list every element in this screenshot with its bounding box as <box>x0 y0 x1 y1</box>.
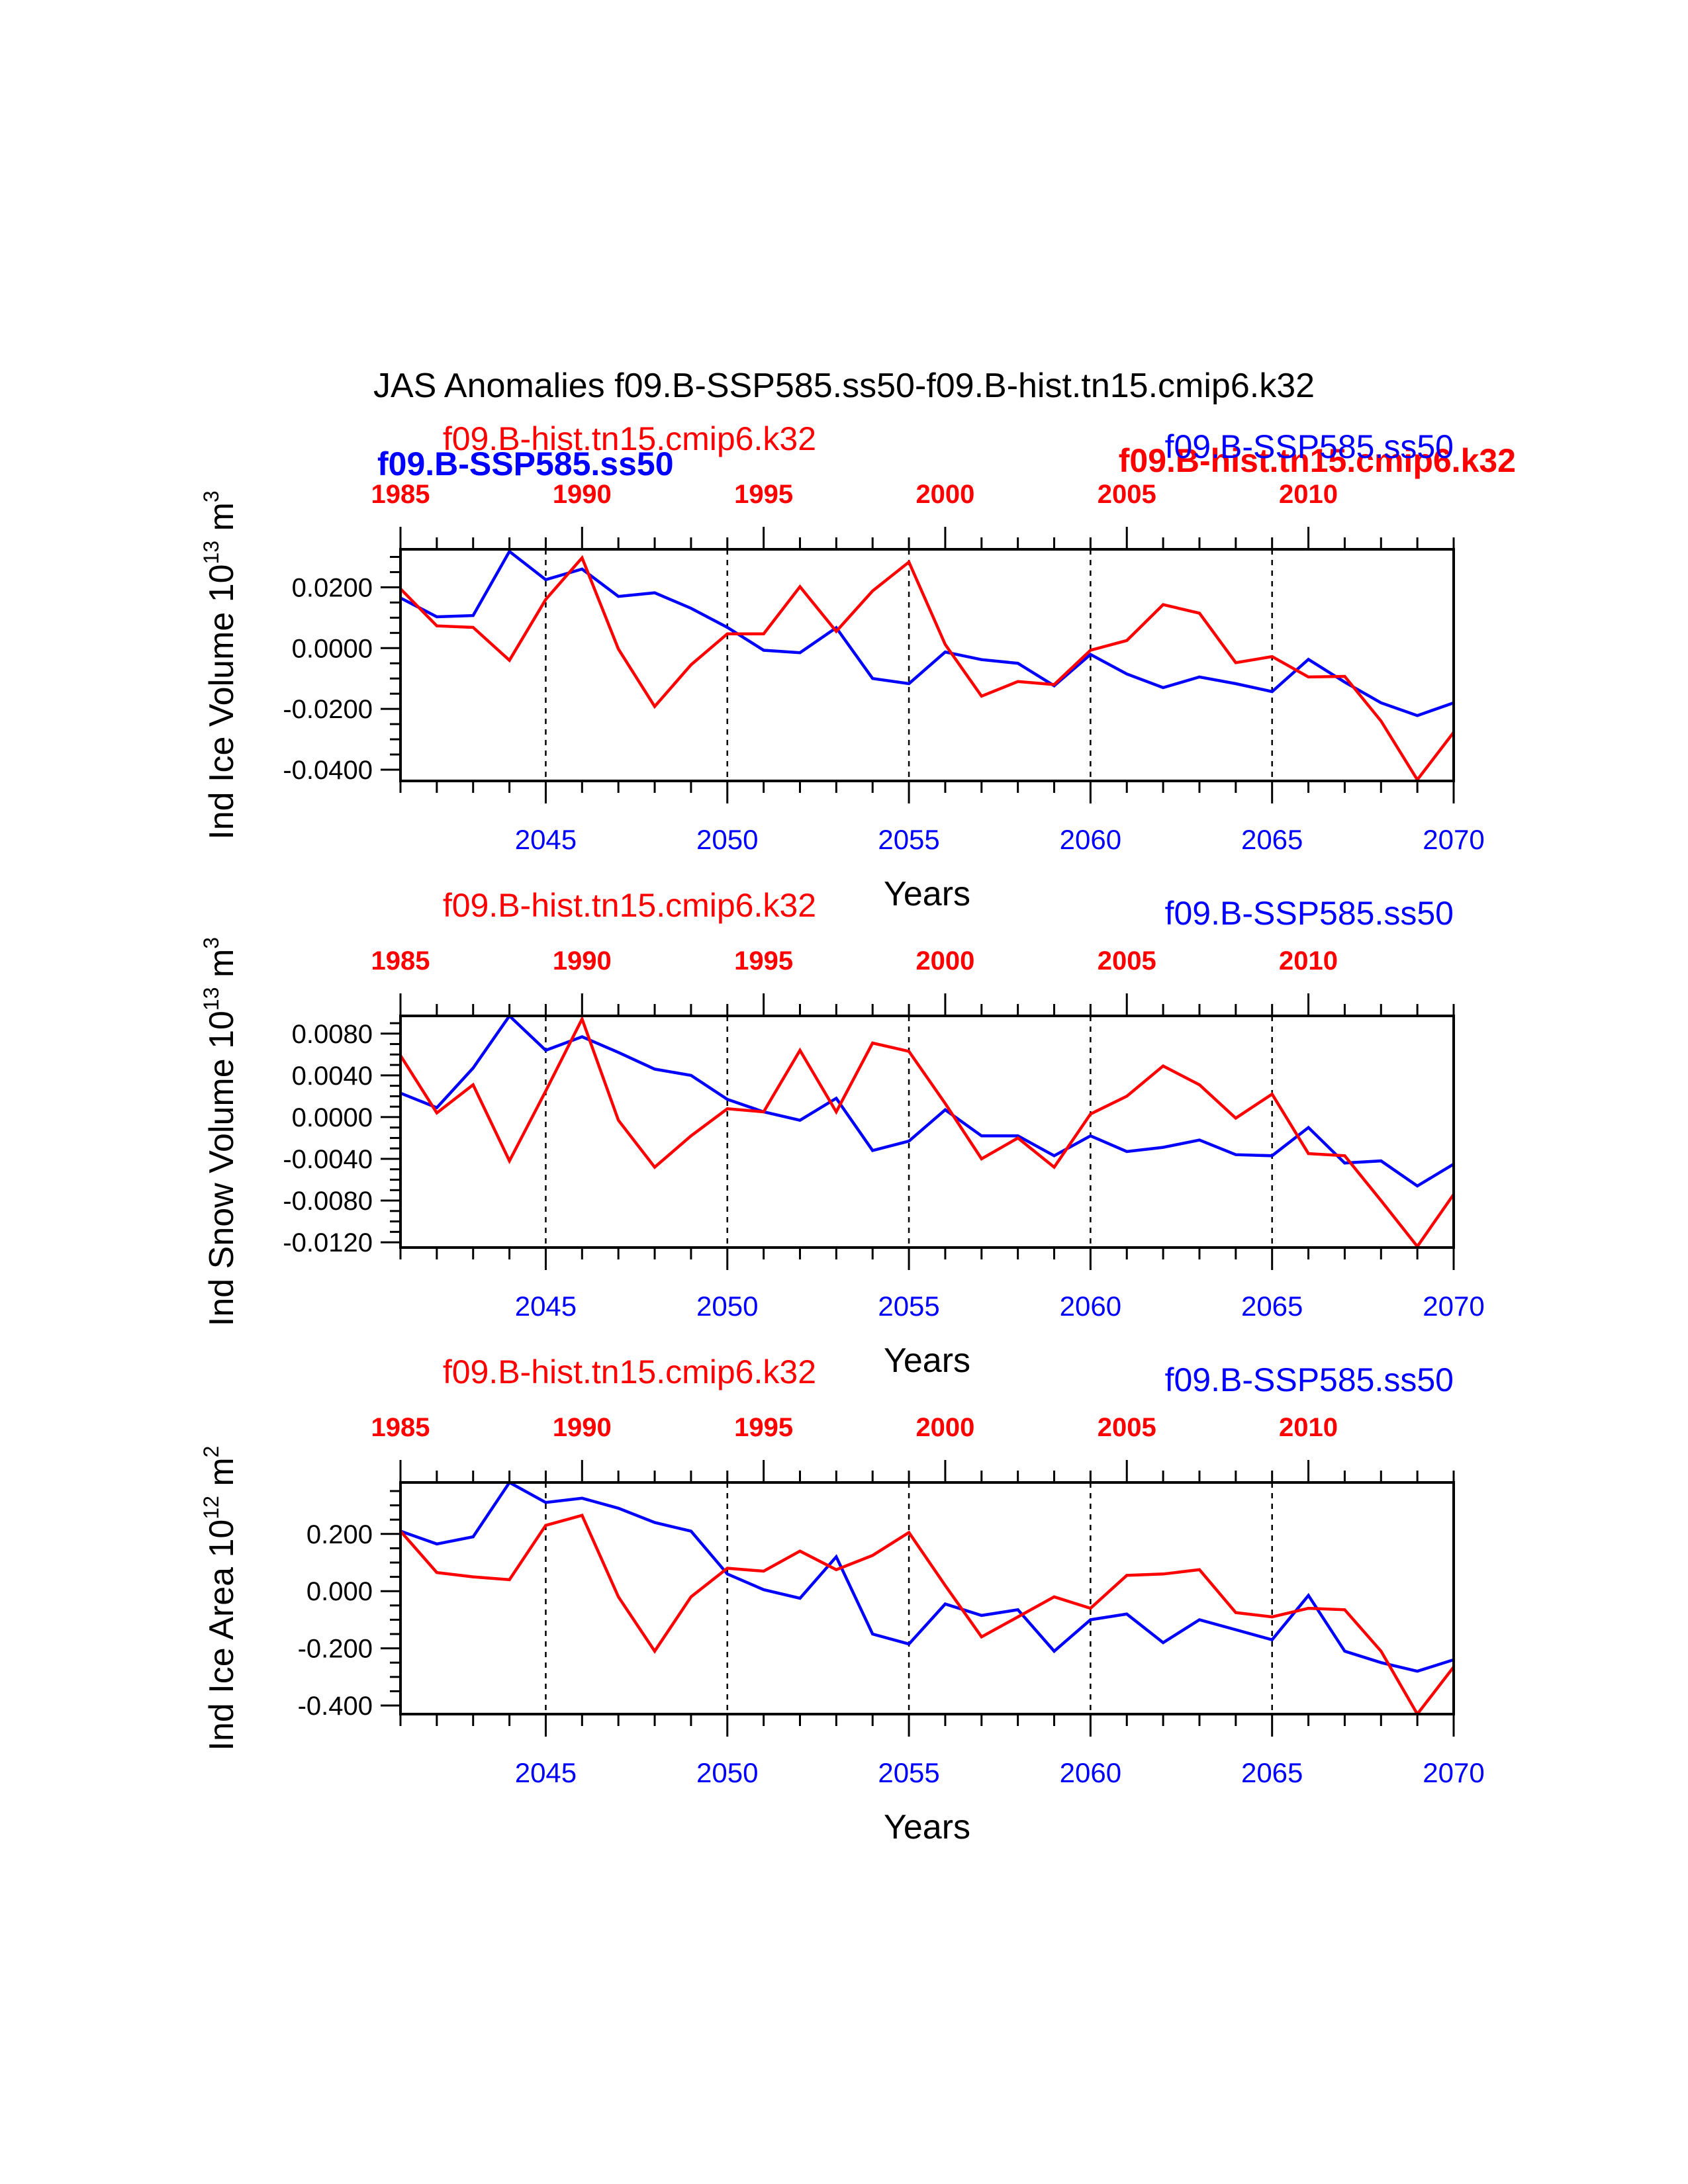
x-tick-label-bottom: 2050 <box>696 824 758 855</box>
y-tick-label: 0.0000 <box>292 634 373 663</box>
y-tick-label: 0.0080 <box>292 1020 373 1049</box>
plot-frame <box>399 548 1455 782</box>
x-tick-label-bottom: 2070 <box>1423 1757 1484 1788</box>
y-tick-label: 0.0200 <box>292 573 373 602</box>
y-axis-title-exponent: 12 <box>199 1496 223 1520</box>
figure-title: JAS Anomalies f09.B-SSP585.ss50-f09.B-hi… <box>373 367 1315 405</box>
series-line-hist <box>399 555 1455 783</box>
x-tick-label-bottom: 2060 <box>1060 1291 1121 1322</box>
x-tick-label-top: 2000 <box>915 480 974 509</box>
panel-3: 2045 2050 2055 2060 2065 2070 Years 1985 1990 199… <box>199 1353 1485 1846</box>
x-tick-label-bottom: 2070 <box>1423 824 1484 855</box>
x-tick-label-top: 1985 <box>371 1413 430 1442</box>
x-tick-label-bottom: 2050 <box>696 1291 758 1322</box>
x-tick-label-top: 1990 <box>553 1413 612 1442</box>
x-tick-label-bottom: 2050 <box>696 1757 758 1788</box>
x-tick-label-bottom: 2060 <box>1060 1757 1121 1788</box>
y-axis-title: Ind Ice Area 1012 m2 <box>199 1446 241 1751</box>
x-tick-label-bottom: 2045 <box>515 824 577 855</box>
plot-frame <box>399 1481 1455 1715</box>
x-tick-label-bottom: 2045 <box>515 1757 577 1788</box>
x-axis-title: Years <box>884 875 970 913</box>
legend-label-ssp: f09.B-SSP585.ss50 <box>1165 428 1454 465</box>
x-tick-label-top: 2000 <box>915 946 974 976</box>
series-line-ssp585 <box>400 1480 1454 1673</box>
x-tick-label-top: 1985 <box>371 946 430 976</box>
x-tick-label-top: 2010 <box>1279 946 1338 976</box>
series-line-hist <box>399 1514 1455 1717</box>
y-tick-label: 0.0000 <box>292 1103 373 1132</box>
panel-1: 2045 2050 2055 2060 2065 2070 Years 1985 1990 199… <box>199 420 1485 913</box>
y-tick-label: -0.0040 <box>283 1145 373 1174</box>
legend-label-hist: f09.B-hist.tn15.cmip6.k32 <box>443 420 816 457</box>
x-tick-label-top: 1995 <box>734 1413 793 1442</box>
x-axis-title: Years <box>884 1808 970 1846</box>
overlap-label-hist: f09.B-hist.tn15.cmip6.k32 <box>1119 442 1516 479</box>
y-tick-label: -0.0200 <box>283 695 373 724</box>
y-axis-title-main: Ind Snow Volume 10 <box>203 1011 241 1326</box>
y-axis-title: Ind Ice Volume 1013 m3 <box>199 490 241 839</box>
y-tick-label: -0.400 <box>298 1692 373 1721</box>
x-tick-label-top: 2005 <box>1098 946 1156 976</box>
x-tick-label-bottom: 2065 <box>1241 824 1303 855</box>
x-tick-label-top: 1990 <box>553 946 612 976</box>
series-line-ssp585 <box>400 1013 1455 1188</box>
x-tick-label-bottom: 2055 <box>878 1757 939 1788</box>
x-tick-label-top: 2005 <box>1098 1413 1156 1442</box>
x-tick-label-top: 1985 <box>371 480 430 509</box>
x-tick-label-top: 2000 <box>915 1413 974 1442</box>
series-line-hist <box>399 1015 1455 1250</box>
x-tick-label-bottom: 2045 <box>515 1291 577 1322</box>
y-tick-label: 0.0040 <box>292 1062 373 1091</box>
legend-label-hist: f09.B-hist.tn15.cmip6.k32 <box>443 1353 816 1390</box>
y-axis-title: Ind Snow Volume 1013 m3 <box>199 937 241 1326</box>
x-tick-label-top: 2010 <box>1279 480 1338 509</box>
y-axis-title-main: Ind Ice Volume 10 <box>203 564 241 839</box>
x-tick-label-bottom: 2065 <box>1241 1291 1303 1322</box>
y-tick-label: -0.200 <box>298 1635 373 1664</box>
x-tick-label-bottom: 2060 <box>1060 824 1121 855</box>
x-tick-label-bottom: 2055 <box>878 824 939 855</box>
x-tick-label-top: 1995 <box>734 480 793 509</box>
y-tick-label: -0.0080 <box>283 1187 373 1216</box>
overlap-label-ssp: f09.B-SSP585.ss50 <box>377 445 674 482</box>
x-tick-label-bottom: 2065 <box>1241 1757 1303 1788</box>
x-tick-label-bottom: 2070 <box>1423 1291 1484 1322</box>
y-axis-title-unit: m <box>203 1457 241 1496</box>
x-tick-label-top: 2005 <box>1098 480 1156 509</box>
plot-frame <box>399 1015 1455 1249</box>
y-axis-title-unit: m <box>203 949 241 987</box>
y-axis-title-main: Ind Ice Area 10 <box>203 1520 241 1751</box>
y-axis-title-unit-exponent: 3 <box>199 937 223 949</box>
legend-label-hist: f09.B-hist.tn15.cmip6.k32 <box>443 887 816 924</box>
y-axis-title-unit-exponent: 3 <box>199 490 223 502</box>
panel-2: 2045 2050 2055 2060 2065 2070 Years 1985 1990 199… <box>199 887 1485 1380</box>
legend-label-ssp: f09.B-SSP585.ss50 <box>1165 1361 1454 1398</box>
legend-label-ssp: f09.B-SSP585.ss50 <box>1165 895 1454 932</box>
x-tick-label-top: 1995 <box>734 946 793 976</box>
y-axis-title-exponent: 13 <box>199 541 223 565</box>
x-tick-label-top: 2010 <box>1279 1413 1338 1442</box>
series-line-ssp585 <box>399 549 1454 717</box>
x-tick-label-top: 1990 <box>553 480 612 509</box>
y-tick-label: 0.000 <box>306 1577 373 1606</box>
y-tick-label: -0.0400 <box>283 756 373 785</box>
x-axis-title: Years <box>884 1342 970 1380</box>
y-tick-label: 0.200 <box>306 1520 373 1549</box>
y-axis-title-unit: m <box>203 502 241 541</box>
y-axis-title-unit-exponent: 2 <box>199 1446 223 1458</box>
y-tick-label: -0.0120 <box>283 1228 373 1257</box>
panels: 2045 2050 2055 2060 2065 2070 Years 1985 1990 199… <box>199 420 1485 1846</box>
x-tick-label-bottom: 2055 <box>878 1291 939 1322</box>
y-axis-title-exponent: 13 <box>199 987 223 1011</box>
